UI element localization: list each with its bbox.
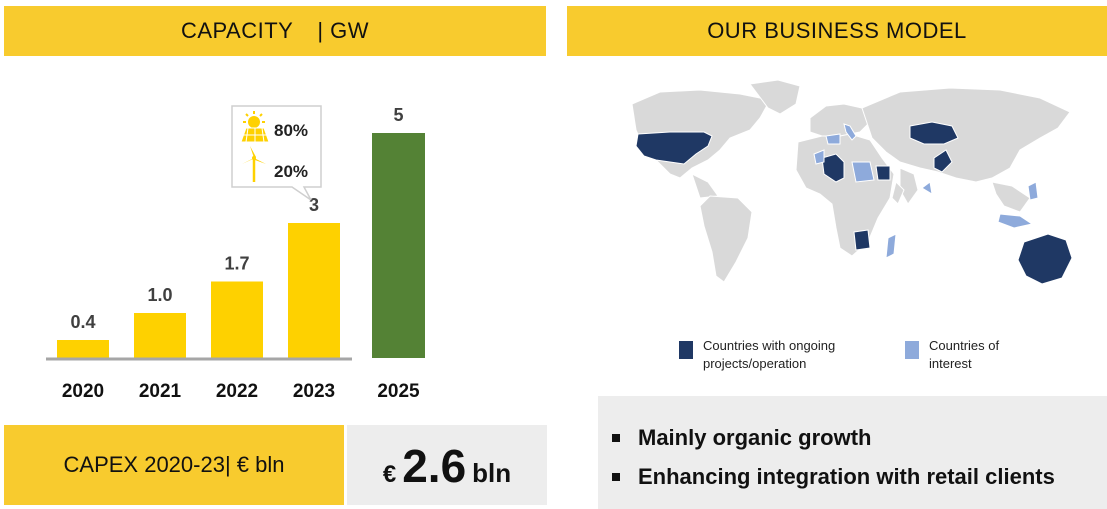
bar-2020 (57, 340, 109, 358)
country-kazakhstan (909, 121, 959, 145)
capacity-unit: | GW (317, 18, 370, 43)
legend-ongoing: Countries with ongoing projects/operatio… (679, 337, 869, 373)
legend-ongoing-label: Countries with ongoing projects/operatio… (703, 338, 836, 371)
solar-panel-icon (240, 111, 270, 143)
country-pakistan (933, 149, 953, 173)
legend-ongoing-swatch (679, 341, 693, 359)
capex-amount: 2.6 (402, 440, 467, 492)
country-australia (1017, 233, 1073, 285)
x-tick-label-2022: 2022 (216, 381, 258, 402)
bar-2021 (134, 313, 186, 358)
value-label-2025: 5 (393, 105, 403, 125)
bullet-item: Mainly organic growth (612, 425, 871, 451)
x-tick-label-2025: 2025 (377, 381, 420, 402)
bar-2023 (288, 223, 340, 358)
wind-turbine-icon (242, 146, 266, 182)
capacity-bar-chart: 0.4 2020 1.0 2021 1.7 2022 3 2023 5 2025 (46, 105, 425, 402)
capex-unit: bln (472, 458, 512, 488)
x-tick-label-2021: 2021 (139, 381, 182, 402)
country-egypt (875, 165, 891, 181)
world-map (631, 79, 1073, 285)
country-philippines (1027, 181, 1039, 201)
map-interest-countries (813, 123, 1039, 259)
country-oman (921, 181, 933, 195)
capacity-header: CAPACITY | GW (4, 6, 546, 56)
country-usa (635, 131, 713, 165)
legend-interest-label: Countries of interest (929, 338, 1000, 371)
solar-percent: 80% (274, 121, 308, 140)
capex-value-box: € 2.6 bln (347, 425, 547, 505)
bullet-square-icon (612, 434, 620, 442)
capacity-title: CAPACITY (180, 18, 294, 43)
country-spain (825, 133, 841, 145)
bullet-text: Mainly organic growth (638, 425, 872, 450)
legend-interest-swatch (905, 341, 919, 359)
map-ongoing-countries (635, 121, 1073, 285)
strategy-bullets: Mainly organic growth Enhancing integrat… (598, 396, 1107, 509)
energy-mix-callout: 80% 20% (231, 105, 322, 201)
map-base-land (631, 79, 1071, 283)
wind-percent: 20% (274, 162, 308, 181)
country-angola (853, 229, 871, 251)
capex-label: CAPEX 2020-23| € bln (4, 425, 344, 505)
bullet-text: Enhancing integration with retail client… (638, 464, 1055, 489)
country-indonesia (997, 213, 1034, 229)
business-model-header: OUR BUSINESS MODEL (567, 6, 1107, 56)
bullet-square-icon (612, 473, 620, 481)
value-label-2021: 1.0 (147, 285, 172, 305)
bar-2022 (211, 281, 263, 358)
bullet-item: Enhancing integration with retail client… (612, 464, 1055, 490)
value-label-2022: 1.7 (224, 254, 249, 274)
country-algeria (821, 153, 845, 183)
legend-interest: Countries of interest (905, 337, 1025, 373)
country-italy (843, 123, 857, 141)
value-label-2020: 0.4 (70, 312, 95, 332)
country-libya (851, 161, 875, 183)
country-morocco (813, 149, 825, 165)
business-model-title: OUR BUSINESS MODEL (707, 18, 967, 43)
x-tick-label-2020: 2020 (62, 381, 104, 402)
value-label-2023: 3 (309, 195, 319, 215)
bar-2025 (372, 133, 425, 358)
capex-currency: € (382, 461, 397, 488)
country-mozambique (885, 233, 897, 259)
x-tick-label-2023: 2023 (293, 381, 335, 402)
